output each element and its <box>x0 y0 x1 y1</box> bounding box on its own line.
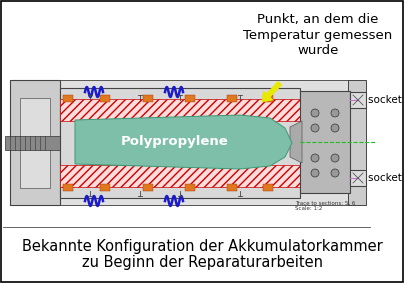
Polygon shape <box>290 121 302 163</box>
Text: Scale: 1:2: Scale: 1:2 <box>295 205 322 211</box>
Text: socket 3: socket 3 <box>368 95 404 105</box>
Circle shape <box>331 109 339 117</box>
Text: zu Beginn der Reparaturarbeiten: zu Beginn der Reparaturarbeiten <box>82 256 322 271</box>
Bar <box>5 136 60 150</box>
Bar <box>60 165 300 187</box>
Bar <box>348 80 366 205</box>
Bar <box>10 80 60 205</box>
Polygon shape <box>75 115 292 169</box>
Circle shape <box>311 154 319 162</box>
Bar <box>185 184 195 191</box>
Bar <box>60 99 300 121</box>
Circle shape <box>331 154 339 162</box>
Bar <box>10 80 350 205</box>
Bar <box>143 184 153 191</box>
Text: Trace to sections: 5, 6: Trace to sections: 5, 6 <box>295 200 356 205</box>
Bar <box>63 184 73 191</box>
FancyArrow shape <box>262 81 282 102</box>
Circle shape <box>311 109 319 117</box>
FancyBboxPatch shape <box>350 92 366 108</box>
Bar <box>227 95 237 102</box>
Bar <box>300 91 350 193</box>
Bar <box>100 95 110 102</box>
Bar <box>263 184 273 191</box>
Text: Polypropylene: Polypropylene <box>121 136 229 149</box>
FancyBboxPatch shape <box>350 170 366 186</box>
Bar <box>63 95 73 102</box>
Circle shape <box>331 124 339 132</box>
Text: Bekannte Konfiguration der Akkumulatorkammer: Bekannte Konfiguration der Akkumulatorka… <box>22 239 382 254</box>
Bar <box>263 95 273 102</box>
Bar <box>20 98 50 188</box>
Text: Punkt, an dem die
Temperatur gemessen
wurde: Punkt, an dem die Temperatur gemessen wu… <box>243 12 393 57</box>
Circle shape <box>331 169 339 177</box>
Bar <box>3 63 370 225</box>
Bar <box>185 95 195 102</box>
Bar <box>100 184 110 191</box>
Text: socket 4: socket 4 <box>368 173 404 183</box>
Bar <box>60 88 300 198</box>
Bar <box>143 95 153 102</box>
Circle shape <box>311 169 319 177</box>
Circle shape <box>311 124 319 132</box>
Bar <box>227 184 237 191</box>
